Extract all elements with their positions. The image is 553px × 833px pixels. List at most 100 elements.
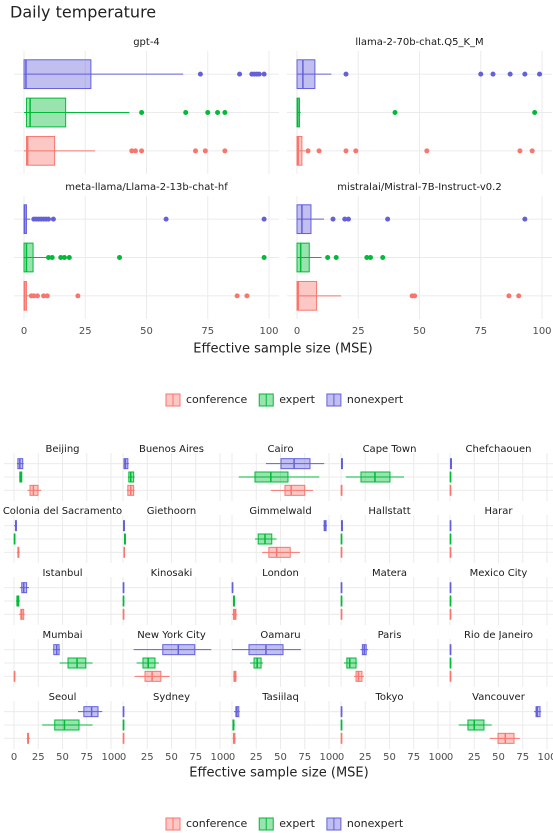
facet-title: Buenos Aires [139, 444, 204, 455]
outlier [261, 71, 267, 77]
box [296, 135, 303, 166]
outlier [163, 216, 169, 222]
facet-title: New York City [137, 630, 206, 641]
chart-title: Daily temperature [10, 3, 156, 22]
outlier [139, 110, 145, 115]
facet-title: London [262, 568, 299, 579]
outlier [490, 71, 496, 77]
outlier [183, 110, 189, 115]
outlier [234, 293, 240, 299]
outlier [522, 71, 528, 77]
x-tick-label: 100 [532, 326, 551, 337]
outlier [132, 148, 138, 154]
outlier [516, 293, 522, 299]
x-tick-label: 75 [407, 752, 420, 763]
facet-title: Harar [485, 506, 514, 517]
outlier [205, 110, 211, 115]
x-tick-label: 100 [428, 752, 447, 763]
x-tick-label: 25 [468, 752, 481, 763]
outlier [506, 293, 512, 299]
x-tick-label: 25 [250, 752, 263, 763]
facet-title: Giethoorn [147, 506, 196, 517]
outlier [343, 71, 349, 77]
outlier [46, 255, 51, 260]
outlier [380, 255, 386, 260]
x-tick-label: 75 [201, 326, 214, 337]
outlier [139, 148, 145, 154]
x-tick-label: 50 [274, 752, 287, 763]
facet-title: Tasiilaq [261, 692, 299, 703]
outlier [412, 293, 418, 299]
x-tick-label: 50 [140, 326, 153, 337]
outlier [237, 71, 243, 77]
box [296, 242, 310, 273]
outlier [507, 71, 513, 77]
facet-title: llama-2-70b-chat.Q5_K_M [355, 37, 483, 48]
outlier [517, 148, 523, 154]
x-tick-label: 0 [120, 752, 126, 763]
legend-label: nonexpert [347, 393, 404, 406]
box [296, 280, 318, 311]
box [54, 719, 80, 731]
facet-title: Mumbai [43, 630, 83, 641]
outlier [424, 148, 430, 154]
x-tick-label: 75 [516, 752, 529, 763]
facet-title: Cape Town [363, 444, 417, 455]
x-tick-label: 25 [359, 752, 372, 763]
x-axis-title: Effective sample size (MSE) [189, 766, 368, 781]
outlier [333, 255, 339, 260]
legend-label: nonexpert [347, 817, 404, 830]
outlier [364, 255, 370, 260]
outlier [529, 148, 535, 154]
facet-title: Colonia del Sacramento [3, 506, 122, 517]
legend-label: expert [279, 393, 315, 406]
x-tick-label: 0 [338, 752, 344, 763]
outlier [66, 255, 72, 260]
box [467, 719, 485, 731]
facet-title: gpt-4 [133, 37, 160, 48]
facet-title: Rio de Janeiro [464, 630, 533, 641]
outlier [385, 216, 391, 222]
outlier [330, 216, 336, 222]
x-axis-title: Effective sample size (MSE) [193, 342, 372, 357]
x-tick-label: 75 [189, 752, 202, 763]
facet-title: Hallstatt [368, 506, 410, 517]
x-tick-label: 100 [319, 752, 338, 763]
box [23, 59, 92, 90]
box [346, 657, 357, 669]
x-tick-label: 75 [80, 752, 93, 763]
outlier [31, 293, 37, 299]
x-tick-label: 0 [229, 752, 235, 763]
x-tick-label: 50 [165, 752, 178, 763]
outlier [537, 71, 543, 77]
outlier [41, 293, 47, 299]
outlier [197, 71, 203, 77]
outlier [392, 110, 398, 115]
facet-title: Beijing [45, 444, 79, 455]
outlier [58, 255, 64, 260]
outlier [343, 148, 349, 154]
outlier [478, 71, 484, 77]
x-tick-label: 0 [447, 752, 453, 763]
facet-title: Istanbul [42, 568, 82, 579]
outlier [532, 110, 538, 115]
facet-title: Vancouver [472, 692, 526, 703]
facet-title: Oamaru [260, 630, 300, 641]
legend-label: conference [186, 393, 247, 406]
x-tick-label: 50 [56, 752, 69, 763]
x-tick-label: 0 [11, 752, 17, 763]
outlier [129, 148, 135, 154]
outlier [46, 216, 51, 222]
box [280, 458, 311, 470]
facet-title: Paris [378, 630, 402, 641]
x-tick-label: 50 [492, 752, 505, 763]
box [284, 484, 306, 496]
outlier [44, 293, 50, 299]
facet-title: Seoul [49, 692, 77, 703]
outlier [202, 148, 208, 154]
outlier [256, 71, 262, 77]
x-tick-label: 50 [413, 326, 426, 337]
outlier [305, 148, 311, 154]
facet-title: Cairo [268, 444, 294, 455]
outlier [222, 110, 228, 115]
